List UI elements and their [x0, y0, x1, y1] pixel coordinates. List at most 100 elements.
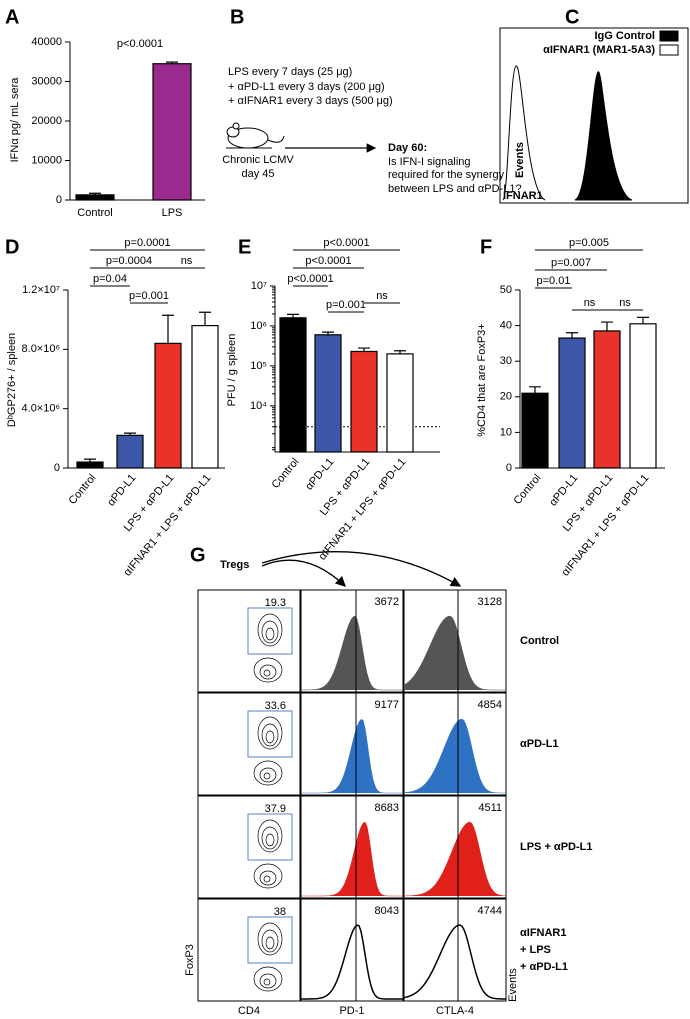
row-label: Control: [520, 635, 559, 647]
error-bar: [199, 311, 211, 326]
panel-label: E: [238, 236, 251, 258]
y-tick-label: 20: [500, 391, 512, 403]
contour: [257, 613, 283, 647]
bar: [76, 461, 104, 469]
error-bar: [601, 321, 613, 331]
plot-frame: [300, 692, 404, 796]
bar: [386, 353, 414, 453]
x-label: PD-1: [339, 1005, 364, 1017]
bar: [629, 323, 657, 469]
start-label: Chronic LCMV: [222, 154, 294, 166]
treg-percent: 19.3: [265, 597, 286, 609]
y-tick-label: 8.0×10⁶: [22, 343, 60, 355]
y-label: Events: [514, 142, 526, 178]
panel-label: G: [190, 544, 206, 566]
p-value: p<0.0001: [287, 273, 333, 285]
x-tick-label: αPD-L1: [105, 472, 138, 508]
bar: [152, 63, 192, 201]
plot-frame: [300, 589, 404, 693]
error-bar: [394, 350, 406, 354]
x-label: CD4: [238, 1005, 260, 1017]
p-value: p=0.04: [93, 273, 127, 285]
plot-frame: [197, 692, 301, 796]
contour: [257, 819, 283, 853]
y-label: DᵇGP276+ / spleen: [6, 333, 18, 427]
y-tick-label: 1.2×10⁷: [22, 284, 60, 296]
contour: [263, 669, 271, 677]
p-value: p=0.0004: [106, 255, 152, 267]
error-bar: [358, 347, 370, 352]
panel-label: F: [480, 236, 492, 258]
bar: [558, 337, 586, 469]
panel-label: D: [5, 236, 19, 258]
contour: [265, 627, 275, 641]
y-label: PFU / g spleen: [226, 334, 238, 407]
contour: [259, 870, 277, 886]
endpoint: required for the synergy: [388, 169, 505, 181]
histogram: [574, 71, 633, 201]
error-bar: [637, 316, 649, 324]
legend-swatch: [659, 30, 679, 42]
contour: [257, 716, 283, 750]
mfi: 4744: [478, 905, 502, 917]
bar: [75, 194, 115, 201]
histogram: [300, 615, 403, 691]
treatment: + αPD-L1 every 3 days (200 μg): [228, 81, 385, 93]
p-value: ns: [584, 297, 596, 309]
mouse-icon: [226, 122, 285, 149]
start-label: day 45: [241, 168, 274, 180]
endpoint: Is IFN-I signaling: [388, 156, 471, 168]
treg-percent: 33.6: [265, 700, 286, 712]
p-value: ns: [619, 297, 631, 309]
plot-frame: [403, 795, 507, 899]
x-label: CTLA-4: [436, 1005, 474, 1017]
contour: [265, 936, 275, 950]
y-tick-label: 20000: [31, 115, 62, 127]
x-tick-label: αPD-L1: [547, 472, 580, 508]
y-tick-label: 10⁶: [250, 320, 267, 332]
contour: [259, 767, 277, 783]
legend-swatch: [659, 44, 679, 56]
y-tick-label: 30: [500, 355, 512, 367]
contour: [259, 973, 277, 989]
contour: [261, 620, 279, 644]
p-value: p<0.0001: [323, 237, 369, 249]
x-tick-label: Control: [270, 456, 302, 491]
x-tick-label: LPS: [162, 207, 183, 219]
contour: [259, 664, 277, 680]
y-tick-label: 0: [56, 194, 62, 206]
mfi: 9177: [375, 699, 399, 711]
bar: [116, 434, 144, 469]
contour: [265, 833, 275, 847]
p-value: p<0.0001: [305, 255, 351, 267]
plot-frame: [403, 692, 507, 796]
histogram: [502, 65, 546, 201]
arrow: [261, 551, 462, 587]
contour: [257, 922, 283, 956]
row-label: LPS + αPD-L1: [520, 841, 592, 853]
arrow: [261, 559, 346, 587]
contour: [261, 826, 279, 850]
error-bar: [322, 331, 334, 335]
y-tick-label: 4.0×10⁶: [22, 403, 60, 415]
error-bar: [566, 332, 578, 339]
error-bar: [287, 313, 299, 318]
gate-label: Tregs: [220, 559, 249, 571]
row-label: + αPD-L1: [520, 961, 568, 973]
endpoint-title: Day 60:: [388, 142, 427, 154]
y-tick-label: 10⁷: [251, 280, 267, 292]
bar: [350, 350, 378, 453]
panel-label: A: [5, 6, 19, 28]
endpoint: between LPS and αPD-L1?: [388, 183, 522, 195]
y-tick-label: 10: [500, 426, 512, 438]
contour: [263, 875, 271, 883]
contour: [261, 723, 279, 747]
row-label: αIFNAR1: [520, 927, 567, 939]
contour: [265, 730, 275, 744]
bar: [314, 334, 342, 453]
error-bar: [124, 432, 136, 436]
x-label: IFNAR1: [503, 190, 543, 202]
mfi: 3672: [375, 596, 399, 608]
contour: [263, 772, 271, 780]
